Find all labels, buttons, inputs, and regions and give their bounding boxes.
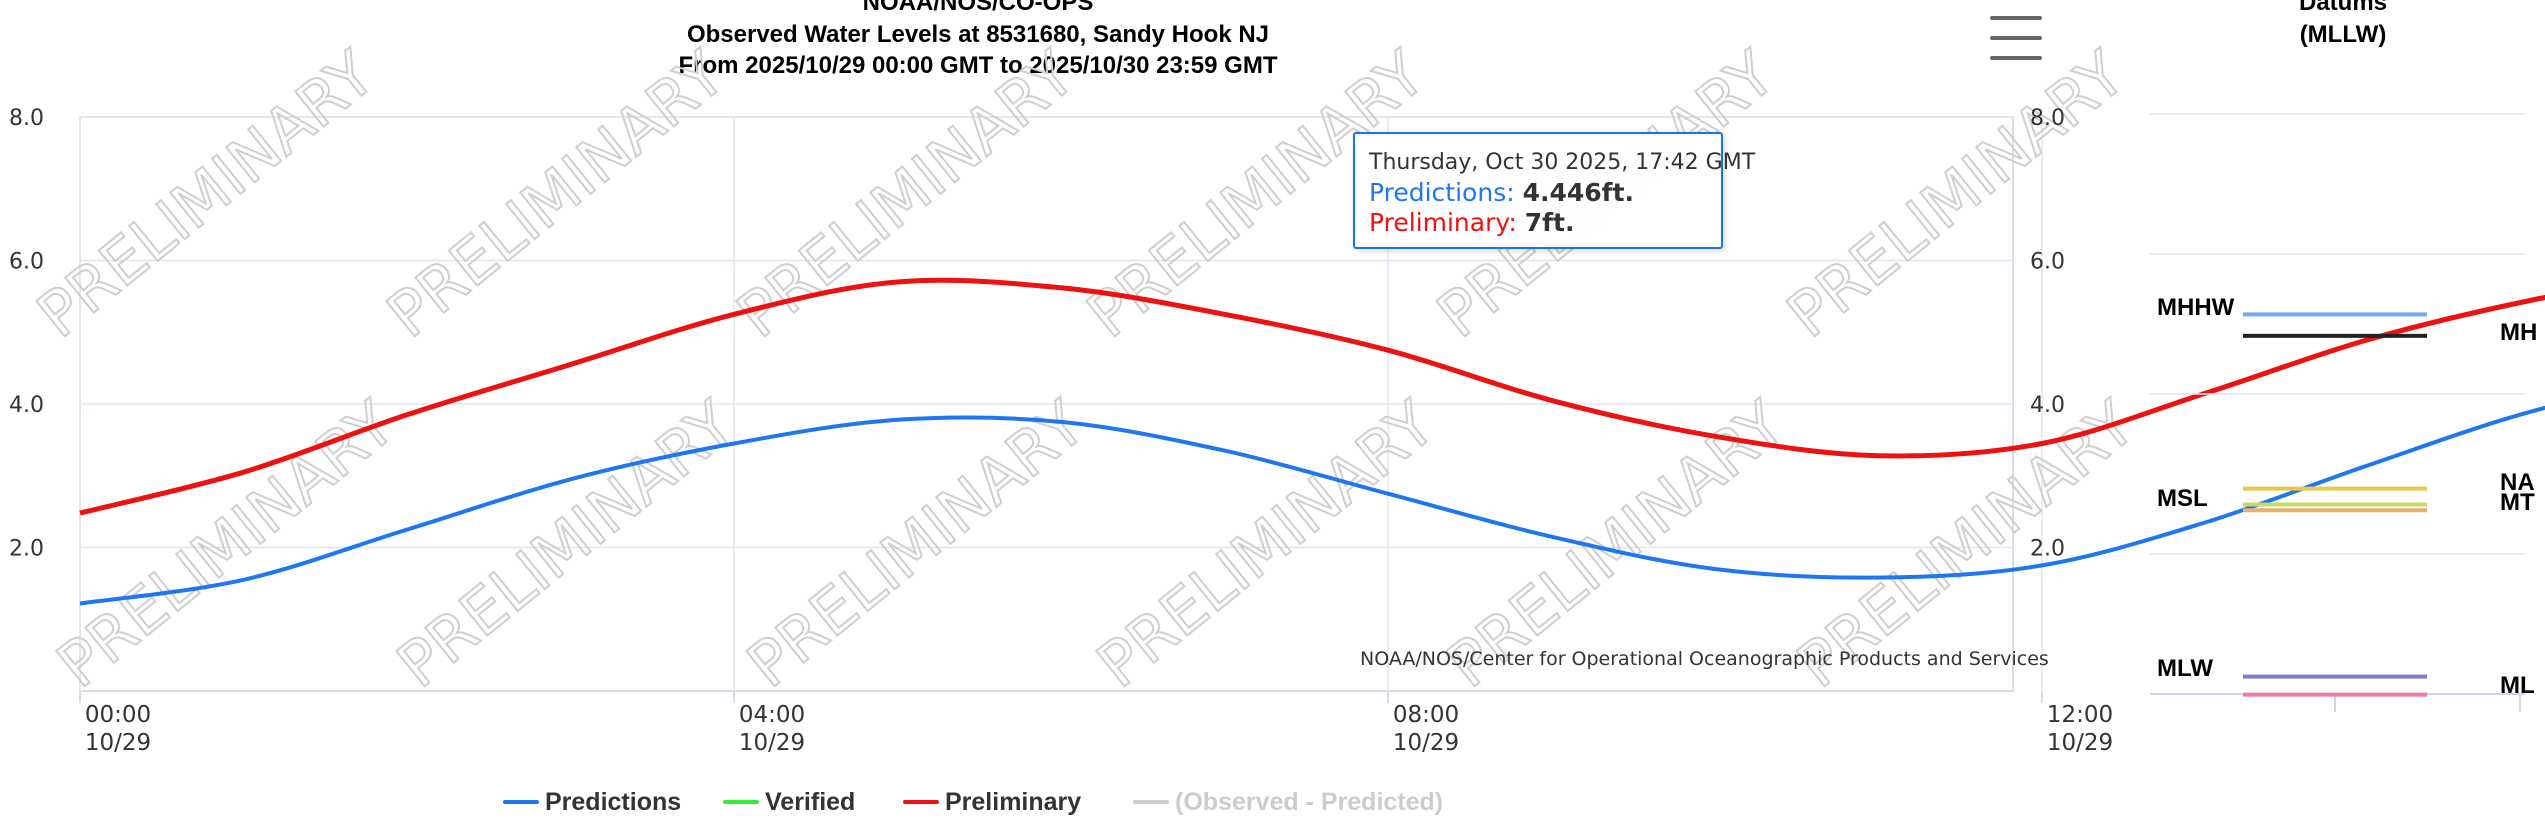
x-tick-time-label: 12:00 [2047, 702, 2113, 728]
tooltip: Thursday, Oct 30 2025, 17:42 GMT Predict… [1353, 132, 1755, 249]
x-tick-date-label: 10/29 [85, 730, 151, 756]
chart-title: NOAA/NOS/CO-OPS [863, 0, 1094, 16]
x-tick-time-label: 00:00 [85, 702, 151, 728]
tooltip-predictions-label: Predictions: [1369, 178, 1515, 207]
legend-item-label[interactable]: Preliminary [945, 788, 1081, 816]
datum-label-msl: MSL [2157, 485, 2208, 512]
datum-label-right-mt: MT [2500, 489, 2535, 516]
preliminary-series-line[interactable] [79, 178, 2545, 516]
datum-lines [2243, 312, 2427, 697]
tooltip-predictions-row: Predictions: 4.446ft. [1369, 178, 1634, 207]
predictions-series-line[interactable] [79, 354, 2545, 610]
datum-label-right-ml: ML [2500, 672, 2535, 699]
legend-item-label[interactable]: Predictions [545, 788, 681, 816]
chart-subtitle: Observed Water Levels at 8531680, Sandy … [687, 21, 1269, 48]
datum-label-right-na: NA [2500, 469, 2535, 496]
chart-credit: NOAA/NOS/Center for Operational Oceanogr… [1360, 648, 2049, 670]
menu-bar [1990, 56, 2042, 60]
y-axis-left: 8.0 6.0 4.0 2.0 [9, 106, 44, 562]
grid-lines [79, 116, 2043, 691]
y-axis-right: 8.0 6.0 4.0 2.0 [2030, 106, 2065, 562]
menu-bar [1990, 36, 2042, 40]
tooltip-preliminary-value: 7ft. [1524, 208, 1575, 237]
menu-bar [1990, 16, 2042, 20]
y-tick-label-left: 6.0 [9, 250, 44, 275]
x-tick-date-label: 10/29 [739, 730, 805, 756]
tooltip-header: Thursday, Oct 30 2025, 17:42 GMT [1369, 150, 1756, 175]
y-tick-label-right: 4.0 [2030, 393, 2065, 418]
legend[interactable]: Predictions Verified Preliminary (Observed … [503, 788, 1443, 816]
y-tick-label-left: 2.0 [9, 537, 44, 562]
datum-label-mlw: MLW [2157, 655, 2213, 682]
tooltip-preliminary-row: Preliminary: 7ft. [1369, 208, 1574, 237]
y-tick-label-right: 2.0 [2030, 537, 2065, 562]
x-tick-time-label: 04:00 [739, 702, 805, 728]
tooltip-predictions-value: 4.446ft. [1522, 178, 1635, 207]
chart-date-range: From 2025/10/29 00:00 GMT to 2025/10/30 … [679, 52, 1278, 79]
y-tick-label-left: 4.0 [9, 393, 44, 418]
tooltip-preliminary-label: Preliminary: [1369, 208, 1517, 237]
x-tick-time-label: 08:00 [1393, 702, 1459, 728]
x-tick-date-label: 10/29 [2047, 730, 2113, 756]
legend-item-label[interactable]: (Observed - Predicted) [1175, 788, 1443, 816]
y-tick-label-right: 6.0 [2030, 250, 2065, 275]
y-tick-label-right: 8.0 [2030, 106, 2065, 131]
datum-label-mhhw: MHHW [2157, 294, 2235, 321]
x-tick-date-label: 10/29 [1393, 730, 1459, 756]
y-tick-label-left: 8.0 [9, 106, 44, 131]
legend-item-label[interactable]: Verified [765, 788, 855, 816]
hamburger-menu-icon[interactable] [1990, 12, 2044, 64]
datums-title: Datums [2299, 0, 2387, 16]
datums-subtitle: (MLLW) [2300, 21, 2387, 48]
datum-label-right-mh: MH [2500, 319, 2538, 346]
x-axis: 00:0010/2904:0010/2908:0010/2912:0010/29… [79, 691, 2113, 756]
